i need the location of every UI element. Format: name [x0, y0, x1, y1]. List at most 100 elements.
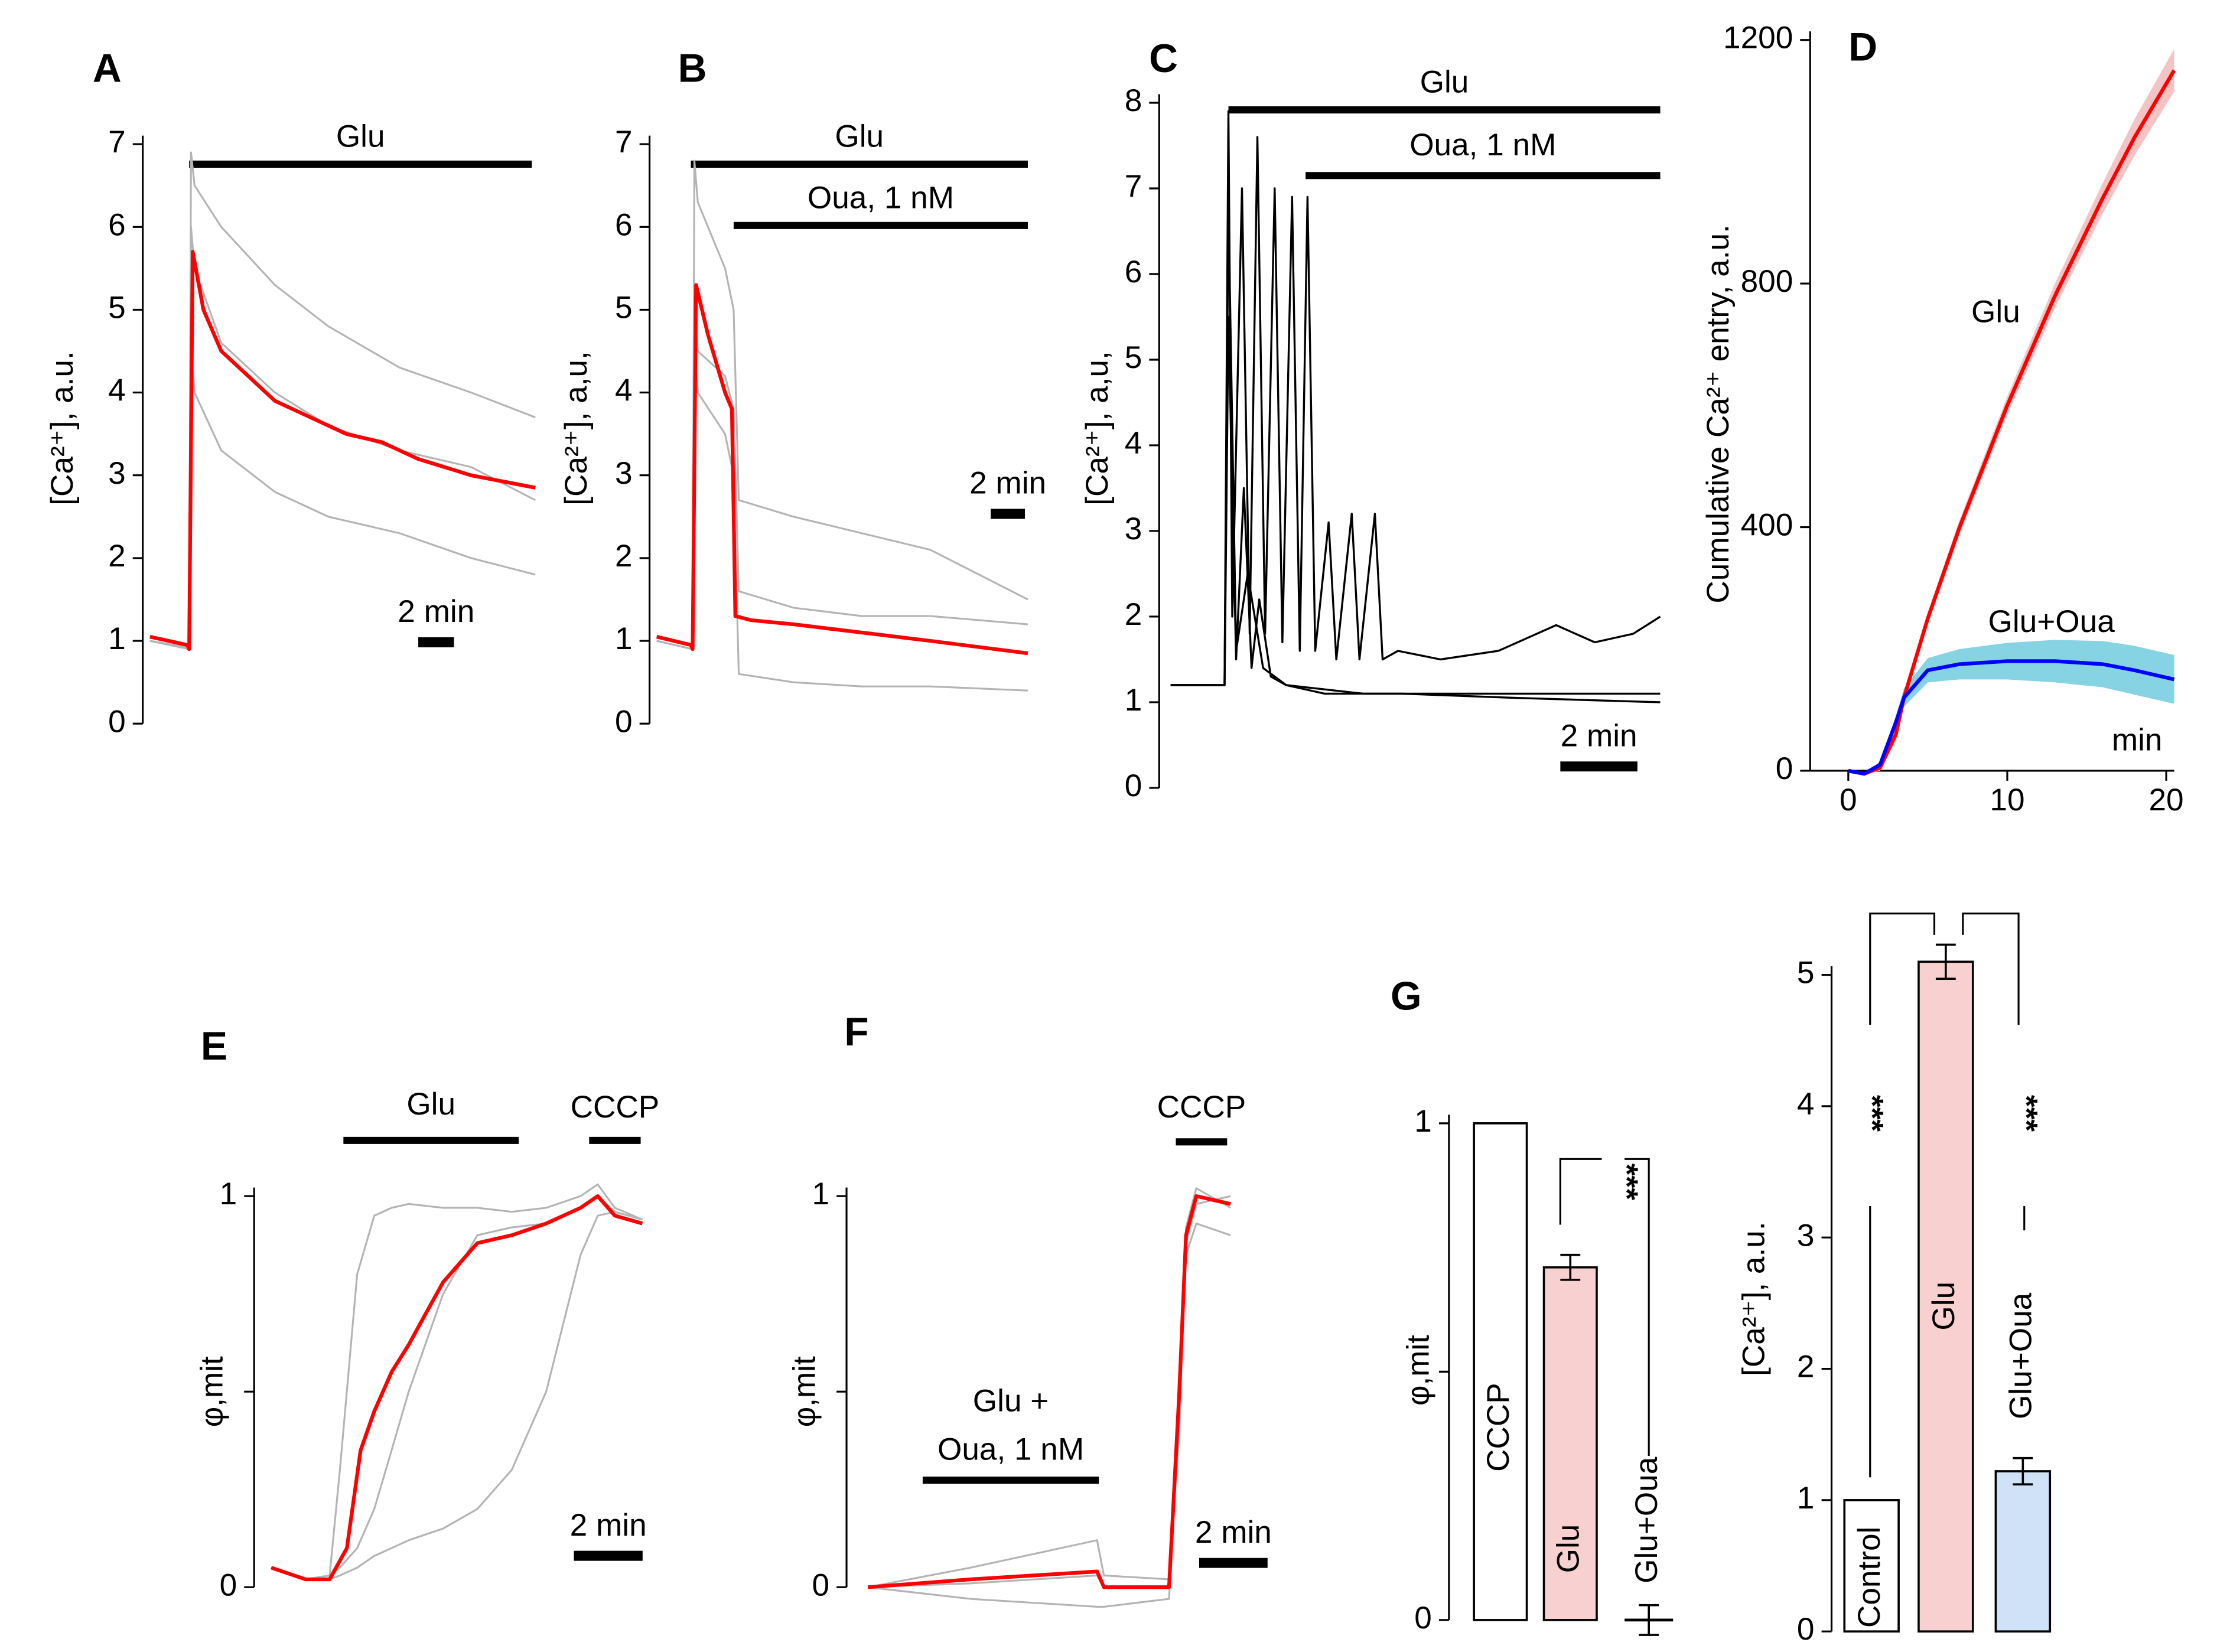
trace: [1170, 204, 1661, 695]
panel-label: C: [1149, 37, 1178, 81]
y-tick-label: 6: [1125, 255, 1142, 289]
scale-bar-label: 2 min: [398, 594, 474, 629]
y-axis-label: φ,mit: [787, 1356, 822, 1427]
y-tick-label: 5: [1797, 956, 1815, 990]
y-tick-label: 4: [1797, 1087, 1815, 1122]
trace: [149, 226, 536, 649]
bar-label: Glu+Oua: [1629, 1457, 1664, 1583]
y-tick-label: 3: [108, 456, 126, 491]
y-tick-label: 6: [615, 207, 633, 242]
bar: [1542, 1266, 1598, 1621]
bar-label: Control: [1852, 1527, 1887, 1628]
y-tick-label: 0: [1797, 1612, 1815, 1647]
panel-label: E: [201, 1024, 227, 1068]
bar-label: CCCP: [1481, 1383, 1516, 1472]
treatment-label: CCCP: [571, 1090, 660, 1125]
trace: [1848, 659, 2175, 776]
series-label: Glu+Oua: [1988, 604, 2115, 639]
scale-bar-label: 2 min: [1195, 1515, 1272, 1550]
treatment-label: Oua, 1 nM: [808, 180, 954, 215]
y-tick-label: 1: [615, 621, 633, 656]
bar-label: Glu: [1926, 1282, 1961, 1331]
y-tick-label: 1: [1414, 1104, 1432, 1139]
treatment-label: CCCP: [1157, 1090, 1246, 1125]
y-tick-label: 1: [812, 1177, 829, 1211]
treatment-label: Glu: [835, 119, 884, 154]
treatment-label: Glu +: [973, 1384, 1049, 1419]
trace: [1170, 315, 1661, 703]
treatment-label: Oua, 1 nM: [937, 1432, 1084, 1467]
bar: [1918, 960, 1974, 1633]
trace: [868, 1195, 1231, 1588]
y-axis-label: φ,mit: [195, 1356, 230, 1427]
y-tick-label: 3: [615, 456, 633, 491]
x-axis-label: min: [2112, 723, 2163, 758]
error-bar: [2013, 1457, 2033, 1485]
trace: [868, 1187, 1231, 1588]
error-bar: [1935, 943, 1956, 980]
panel-label: G: [1391, 975, 1422, 1019]
trace: [149, 151, 536, 646]
y-axis-label: [Ca²⁺], a.u.: [1736, 1221, 1771, 1376]
y-tick-label: 400: [1741, 508, 1793, 543]
trace: [271, 1194, 643, 1582]
treatment-label: Glu: [406, 1087, 455, 1122]
trace: [149, 250, 536, 651]
y-tick-label: 3: [1797, 1218, 1815, 1253]
y-tick-label: 800: [1741, 264, 1793, 299]
trace: [868, 1194, 1231, 1589]
y-tick-label: 7: [615, 125, 633, 159]
y-tick-label: 4: [615, 373, 633, 408]
trace: [271, 1211, 643, 1581]
y-axis-label: φ,mit: [1401, 1335, 1436, 1406]
treatment-label: Oua, 1 nM: [1409, 128, 1556, 162]
x-tick-label: 10: [1990, 783, 2024, 817]
y-tick-label: 3: [1125, 511, 1142, 546]
trace: [656, 283, 1028, 656]
treatment-label: Glu: [336, 119, 385, 154]
y-axis-label: [Ca²⁺], a,u,: [559, 351, 594, 505]
scale-bar-label: 2 min: [1561, 718, 1637, 753]
y-tick-label: 0: [615, 704, 633, 739]
significance: ***: [2009, 1095, 2044, 1132]
y-tick-label: 2: [615, 539, 633, 574]
scale-bar-label: 2 min: [969, 466, 1046, 501]
y-tick-label: 1: [220, 1177, 237, 1211]
y-tick-label: 1: [1125, 683, 1142, 718]
scale-bar-label: 2 min: [570, 1508, 647, 1543]
x-tick-label: 20: [2148, 783, 2183, 817]
y-tick-label: 0: [108, 704, 126, 739]
y-tick-label: 0: [1125, 768, 1142, 803]
trace: [271, 1183, 643, 1581]
y-tick-label: 4: [1125, 426, 1142, 461]
treatment-label: Glu: [1420, 65, 1469, 100]
y-tick-label: 5: [108, 290, 126, 325]
y-tick-label: 7: [108, 125, 126, 159]
y-tick-label: 1200: [1723, 21, 1793, 56]
panel-label: B: [678, 47, 707, 91]
error-bar: [1560, 1253, 1581, 1281]
y-tick-label: 2: [108, 539, 126, 574]
y-tick-label: 5: [1125, 340, 1142, 375]
trace: [1848, 69, 2176, 776]
y-tick-label: 0: [220, 1568, 237, 1602]
y-tick-label: 0: [812, 1568, 829, 1602]
y-tick-label: 2: [1797, 1350, 1815, 1384]
y-tick-label: 4: [108, 373, 126, 408]
y-tick-label: 6: [108, 207, 126, 242]
bar-label: Glu+Oua: [2003, 1292, 2038, 1419]
trace: [868, 1222, 1231, 1608]
trace: [656, 159, 1028, 646]
y-tick-label: 1: [1797, 1481, 1815, 1516]
bar: [1994, 1470, 2052, 1633]
y-tick-label: 0: [1414, 1601, 1432, 1635]
y-tick-label: 7: [1125, 169, 1142, 204]
y-axis-label: [Ca²⁺], a.u.: [45, 351, 80, 505]
y-axis-label: [Ca²⁺], a,u,: [1080, 351, 1115, 505]
y-axis-label: Cumulative Ca²⁺ entry, a.u.: [1701, 224, 1736, 604]
error-band: [1848, 640, 2174, 774]
bar: [1843, 1499, 1900, 1633]
error-band: [1848, 49, 2174, 774]
significance-bracket: [1559, 1158, 1650, 1456]
